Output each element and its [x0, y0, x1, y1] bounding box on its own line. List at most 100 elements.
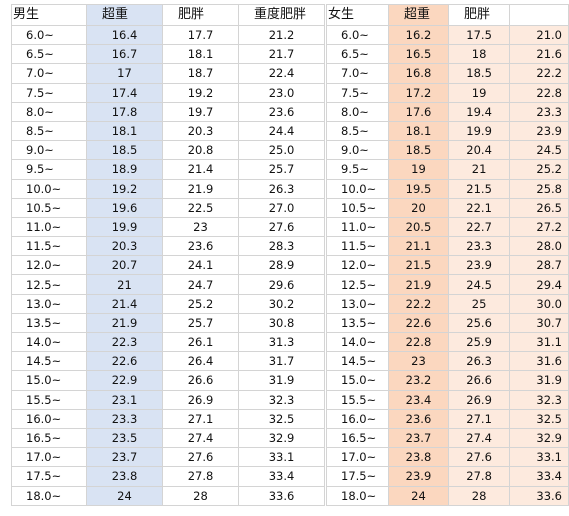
- age-cell[interactable]: 13.0~: [11, 293, 87, 314]
- age-cell[interactable]: 14.0~: [326, 331, 389, 353]
- value-cell[interactable]: 19.4: [448, 101, 511, 122]
- value-cell[interactable]: 21.6: [509, 44, 569, 65]
- age-cell[interactable]: 17.0~: [11, 447, 87, 468]
- value-cell[interactable]: 28.9: [238, 255, 325, 276]
- age-cell[interactable]: 14.0~: [11, 331, 87, 353]
- age-cell[interactable]: 17.5~: [11, 466, 87, 487]
- value-cell[interactable]: 18.7: [162, 63, 239, 84]
- age-cell[interactable]: 13.0~: [326, 293, 389, 314]
- value-cell[interactable]: 21.4: [86, 293, 163, 314]
- value-cell[interactable]: 33.1: [238, 447, 325, 468]
- value-cell[interactable]: 22.8: [387, 331, 450, 353]
- value-cell[interactable]: 20.4: [448, 140, 511, 161]
- age-cell[interactable]: 15.0~: [326, 370, 389, 391]
- value-cell[interactable]: 30.0: [509, 293, 569, 314]
- value-cell[interactable]: 21.2: [238, 24, 325, 46]
- value-cell[interactable]: 32.5: [238, 408, 325, 429]
- value-cell[interactable]: 27.4: [448, 427, 511, 449]
- value-cell[interactable]: 25.7: [238, 159, 325, 180]
- girls-header-cell[interactable]: 超重: [387, 4, 450, 26]
- value-cell[interactable]: 21.0: [509, 24, 569, 46]
- age-cell[interactable]: 9.5~: [326, 159, 389, 180]
- value-cell[interactable]: 26.4: [162, 351, 239, 372]
- value-cell[interactable]: 25.2: [509, 159, 569, 180]
- age-cell[interactable]: 7.0~: [326, 63, 389, 84]
- value-cell[interactable]: 21.5: [448, 178, 511, 199]
- value-cell[interactable]: 22.6: [86, 351, 163, 372]
- value-cell[interactable]: 19: [448, 82, 511, 103]
- girls-header-cell[interactable]: 肥胖: [448, 4, 511, 26]
- age-cell[interactable]: 13.5~: [11, 312, 87, 334]
- value-cell[interactable]: 19.9: [86, 216, 163, 238]
- value-cell[interactable]: 17.5: [448, 24, 511, 46]
- age-cell[interactable]: 10.0~: [11, 178, 87, 199]
- age-cell[interactable]: 11.0~: [11, 216, 87, 238]
- value-cell[interactable]: 25.7: [162, 312, 239, 334]
- value-cell[interactable]: 25: [448, 293, 511, 314]
- value-cell[interactable]: 28.0: [509, 236, 569, 257]
- value-cell[interactable]: 26.5: [509, 197, 569, 218]
- value-cell[interactable]: 27.2: [509, 216, 569, 238]
- value-cell[interactable]: 18.9: [86, 159, 163, 180]
- value-cell[interactable]: 22.2: [387, 293, 450, 314]
- value-cell[interactable]: 23.9: [387, 466, 450, 487]
- value-cell[interactable]: 22.6: [387, 312, 450, 334]
- value-cell[interactable]: 30.8: [238, 312, 325, 334]
- value-cell[interactable]: 23.6: [162, 236, 239, 257]
- age-cell[interactable]: 9.5~: [11, 159, 87, 180]
- value-cell[interactable]: 24.5: [509, 140, 569, 161]
- value-cell[interactable]: 23.6: [238, 101, 325, 122]
- value-cell[interactable]: 18: [448, 44, 511, 65]
- value-cell[interactable]: 17: [86, 63, 163, 84]
- age-cell[interactable]: 8.5~: [11, 120, 87, 142]
- value-cell[interactable]: 32.9: [509, 427, 569, 449]
- value-cell[interactable]: 23.8: [387, 447, 450, 468]
- value-cell[interactable]: 23.3: [448, 236, 511, 257]
- age-cell[interactable]: 8.0~: [11, 101, 87, 122]
- age-cell[interactable]: 12.0~: [11, 255, 87, 276]
- age-cell[interactable]: 16.5~: [11, 427, 87, 449]
- age-cell[interactable]: 10.5~: [326, 197, 389, 218]
- boys-header-cell[interactable]: 肥胖: [162, 4, 239, 26]
- value-cell[interactable]: 21.9: [162, 178, 239, 199]
- value-cell[interactable]: 16.2: [387, 24, 450, 46]
- age-cell[interactable]: 12.5~: [326, 274, 389, 295]
- boys-header-cell[interactable]: 超重: [86, 4, 163, 26]
- age-cell[interactable]: 11.5~: [326, 236, 389, 257]
- value-cell[interactable]: 24.1: [162, 255, 239, 276]
- value-cell[interactable]: 20.3: [86, 236, 163, 257]
- age-cell[interactable]: 10.5~: [11, 197, 87, 218]
- value-cell[interactable]: 19.9: [448, 120, 511, 142]
- age-cell[interactable]: 8.0~: [326, 101, 389, 122]
- value-cell[interactable]: 18.1: [162, 44, 239, 65]
- value-cell[interactable]: 18.5: [387, 140, 450, 161]
- value-cell[interactable]: 22.5: [162, 197, 239, 218]
- value-cell[interactable]: 24.4: [238, 120, 325, 142]
- value-cell[interactable]: 31.6: [509, 351, 569, 372]
- value-cell[interactable]: 31.9: [509, 370, 569, 391]
- value-cell[interactable]: 17.7: [162, 24, 239, 46]
- age-cell[interactable]: 15.5~: [11, 389, 87, 410]
- value-cell[interactable]: 23.1: [86, 389, 163, 410]
- age-cell[interactable]: 17.5~: [326, 466, 389, 487]
- value-cell[interactable]: 19: [387, 159, 450, 180]
- value-cell[interactable]: 28.3: [238, 236, 325, 257]
- value-cell[interactable]: 22.9: [86, 370, 163, 391]
- age-cell[interactable]: 12.0~: [326, 255, 389, 276]
- value-cell[interactable]: 27.8: [448, 466, 511, 487]
- age-cell[interactable]: 16.0~: [11, 408, 87, 429]
- age-cell[interactable]: 15.5~: [326, 389, 389, 410]
- value-cell[interactable]: 27.0: [238, 197, 325, 218]
- value-cell[interactable]: 32.3: [509, 389, 569, 410]
- value-cell[interactable]: 20.8: [162, 140, 239, 161]
- value-cell[interactable]: 26.9: [448, 389, 511, 410]
- value-cell[interactable]: 23.7: [86, 447, 163, 468]
- value-cell[interactable]: 22.7: [448, 216, 511, 238]
- age-cell[interactable]: 8.5~: [326, 120, 389, 142]
- value-cell[interactable]: 30.2: [238, 293, 325, 314]
- value-cell[interactable]: 25.0: [238, 140, 325, 161]
- value-cell[interactable]: 24.5: [448, 274, 511, 295]
- value-cell[interactable]: 23.5: [86, 427, 163, 449]
- value-cell[interactable]: 25.6: [448, 312, 511, 334]
- value-cell[interactable]: 21.5: [387, 255, 450, 276]
